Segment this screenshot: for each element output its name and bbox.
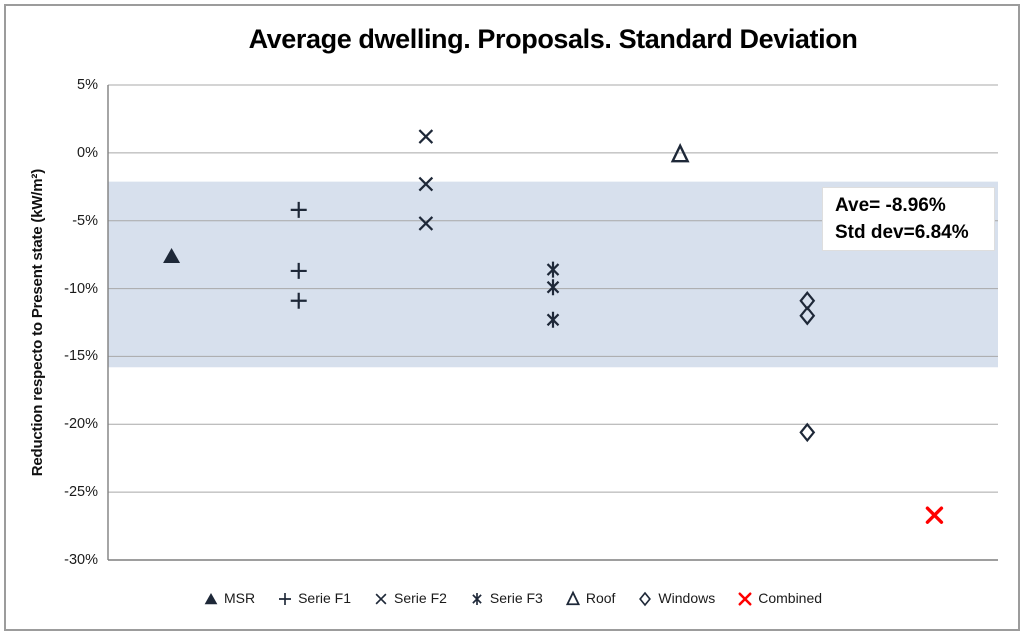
marker-windows	[799, 422, 816, 443]
y-tick-label: -20%	[64, 416, 98, 433]
legend-label: Combined	[758, 590, 823, 606]
marker-windows	[799, 305, 816, 326]
stats-annotation-box: Ave= -8.96% Std dev=6.84%	[822, 187, 995, 251]
legend-label: Windows	[658, 590, 716, 606]
legend-item-roof: Roof	[564, 589, 616, 607]
legend-label: Serie F1	[298, 590, 351, 606]
legend-item-serie-f1: Serie F1	[276, 589, 351, 607]
y-tick-label: -10%	[64, 280, 98, 297]
legend-item-serie-f2: Serie F2	[372, 589, 447, 607]
legend-label: Serie F2	[394, 590, 447, 606]
chart-title: Average dwelling. Proposals. Standard De…	[248, 24, 858, 54]
legend-item-combined: Combined	[736, 589, 822, 607]
annotation-stddev: Std dev=6.84%	[835, 221, 969, 243]
marker-msr	[163, 248, 181, 263]
marker-serie-f3	[546, 261, 560, 278]
legend-label: Serie F3	[489, 590, 543, 606]
legend-marker-combined-icon	[738, 592, 752, 606]
y-tick-label: 5%	[77, 77, 98, 93]
y-tick-label: -5%	[72, 212, 98, 229]
marker-serie-f2	[418, 176, 434, 192]
legend-marker-serie-f3-icon	[472, 593, 482, 605]
legend-marker-msr-icon	[204, 593, 218, 605]
y-axis-tick-labels: 5% 0% -5% -10% -15% -20% -25% -30%	[0, 0, 100, 635]
legend-item-serie-f3: Serie F3	[468, 589, 543, 607]
y-tick-label: -15%	[64, 348, 98, 365]
legend-marker-serie-f2-icon	[375, 593, 387, 605]
legend-item-windows: Windows	[636, 589, 715, 607]
annotation-average: Ave= -8.96%	[835, 194, 946, 216]
marker-combined	[925, 506, 944, 524]
marker-serie-f2	[418, 129, 434, 144]
legend: MSR Serie F1 Serie F2 Serie F3 Roof Windows Co…	[0, 586, 1024, 610]
y-tick-label: 0%	[77, 144, 98, 161]
legend-item-msr: MSR	[202, 589, 255, 607]
legend-marker-serie-f1-icon	[279, 593, 292, 605]
legend-label: MSR	[223, 590, 256, 606]
marker-roof	[670, 142, 690, 163]
marker-serie-f2	[418, 216, 434, 231]
y-tick-label: -30%	[64, 552, 98, 568]
marker-serie-f1	[290, 292, 307, 309]
marker-serie-f1	[290, 262, 307, 279]
y-tick-label: -25%	[64, 484, 98, 501]
legend-label: Roof	[585, 590, 616, 606]
marker-serie-f3	[546, 279, 560, 296]
marker-serie-f3	[546, 311, 560, 328]
legend-marker-roof-icon	[565, 590, 580, 606]
marker-serie-f1	[290, 201, 307, 218]
legend-marker-windows-icon	[639, 591, 652, 607]
